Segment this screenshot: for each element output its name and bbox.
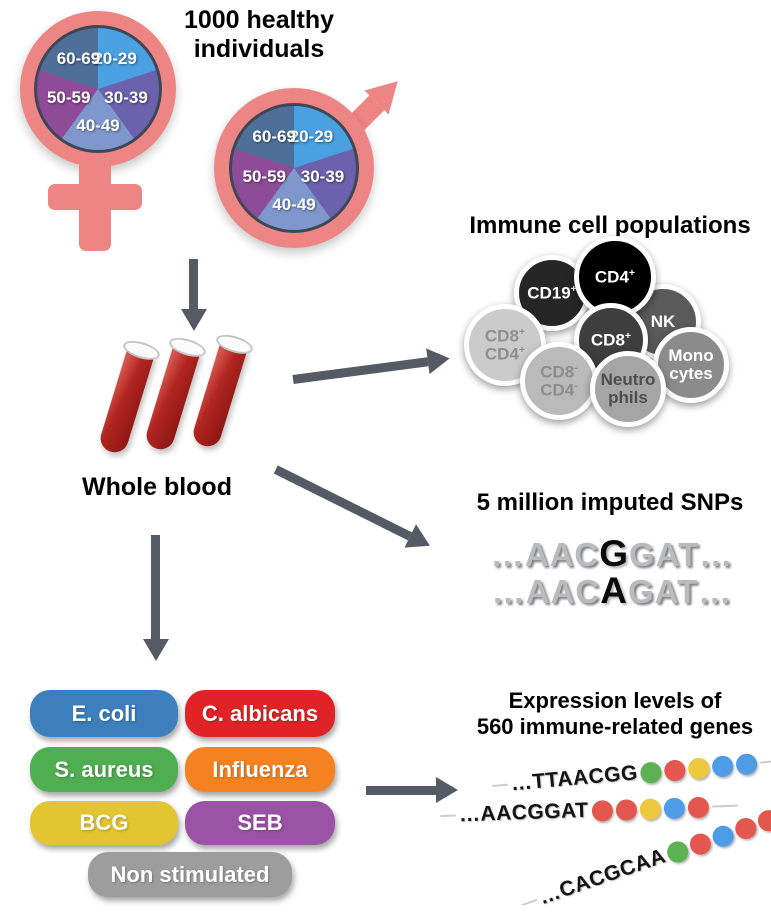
strand-line [760, 759, 771, 764]
expression-dot-green [664, 837, 692, 865]
expression-title-line2: 560 immune-related genes [476, 713, 754, 739]
expression-dot-yellow [639, 797, 661, 820]
cell-neutrophils: Neutro phils [590, 351, 666, 427]
snp-sequence-2: …AACAGAT… [491, 570, 733, 611]
arrow-blood-to-stimuli [143, 535, 169, 661]
stimulus-pill-c-albicans: C. albicans [185, 690, 335, 737]
age-group-label: 50-59 [242, 166, 286, 186]
stimulus-pill-non-stimulated: Non stimulated [88, 852, 292, 897]
stimulus-label: Influenza [212, 756, 308, 782]
expression-dot-red [591, 799, 613, 822]
male-age-pie-chart: 20-29 30-39 40-49 50-59 60-69 [229, 103, 359, 233]
cohort-title-line2: individuals [193, 34, 325, 63]
whole-blood-label: Whole blood [82, 473, 232, 501]
strand-line [521, 898, 538, 906]
age-group-label: 40-49 [272, 195, 316, 215]
age-group-label: 30-39 [300, 166, 345, 186]
arrow-blood-to-cells [291, 345, 452, 391]
snp-sequence-1: …AACGGAT… [490, 533, 734, 574]
expression-dot-red [687, 830, 714, 857]
stimulus-label: SEB [237, 810, 283, 835]
age-group-label: 20-29 [289, 127, 334, 146]
strand-sequence: …AACGGAT [458, 798, 589, 827]
expression-dot-red [615, 798, 637, 821]
stimulus-pill-e-coli: E. coli [30, 690, 178, 737]
expression-dot-red [663, 758, 687, 782]
expression-dot-red [755, 806, 771, 834]
stimulus-label: S. aureus [54, 756, 154, 782]
strand-sequence: …TTAACGG [509, 761, 639, 796]
arrow-blood-to-snps [270, 457, 436, 558]
age-group-label: 40-49 [76, 115, 120, 135]
stimulus-label: E. coli [71, 700, 137, 726]
age-group-label: 50-59 [46, 87, 91, 107]
expression-dot-red [732, 814, 760, 842]
expression-dot-green [639, 760, 663, 784]
strand-sequence: …CACGCAA [536, 844, 669, 910]
expression-title-line1: Expression levels of [508, 688, 722, 713]
expression-dot-blue [735, 752, 759, 776]
expression-dot-blue [663, 796, 685, 819]
stimulus-pill-bcg: BCG [30, 801, 178, 845]
gene-strand-2: …AACGGAT [439, 794, 738, 828]
cell-cd8n-cd4n: CD8- CD4- [520, 342, 598, 420]
female-cross-bar [48, 184, 142, 210]
immune-cells-title: Immune cell populations [469, 212, 751, 239]
snps-title: 5 million imputed SNPs [476, 489, 744, 516]
strand-line [439, 814, 457, 817]
expression-dot-blue [711, 754, 735, 778]
stimulus-label: C. albicans [201, 700, 319, 726]
age-group-label: 60-69 [252, 127, 296, 146]
expression-dot-blue [709, 822, 737, 850]
expression-dot-red [687, 796, 709, 818]
expression-dot-yellow [687, 756, 711, 780]
stimulus-label: Non stimulated [110, 861, 270, 887]
gene-strand-1: …TTAACGG [491, 748, 771, 797]
arrow-stimuli-to-expression [366, 777, 458, 803]
age-group-label: 60-69 [56, 48, 101, 68]
cohort-title-line1: 1000 healthy [183, 6, 335, 34]
stimulus-pill-seb: SEB [185, 801, 335, 845]
strand-line [491, 783, 509, 787]
strand-line [711, 804, 738, 808]
stimulus-pill-s-aureus: S. aureus [30, 747, 178, 792]
stimulus-label: BCG [79, 810, 129, 835]
age-group-label: 20-29 [93, 48, 137, 68]
cohort-title: 1000 healthy individuals [139, 6, 379, 63]
expression-title: Expression levels of 560 immune-related … [460, 688, 770, 740]
age-group-label: 30-39 [104, 87, 148, 107]
arrow-cohort-to-blood [181, 259, 207, 331]
stimulus-pill-influenza: Influenza [185, 747, 335, 792]
female-age-pie-chart: 20-29 30-39 40-49 50-59 60-69 [34, 25, 162, 153]
